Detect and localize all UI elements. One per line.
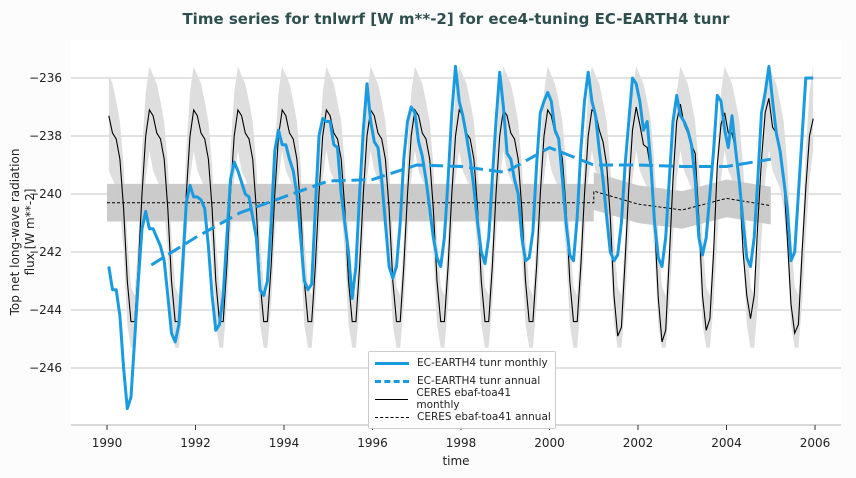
- x-tick-label: 2000: [534, 436, 565, 450]
- legend-item-model-annual: EC-EARTH4 tunr annual: [369, 372, 555, 390]
- ceres-annual-line: [107, 190, 771, 211]
- x-tick-label: 1992: [180, 436, 211, 450]
- x-tick-label: 1998: [446, 436, 477, 450]
- y-ticks: −236 −238 −240 −242 −244 −246: [29, 71, 62, 375]
- legend-item-ceres-monthly: CERES ebaf-toa41 monthly: [369, 387, 555, 411]
- y-tick-label: −236: [29, 71, 62, 85]
- x-tick-label: 1996: [357, 436, 388, 450]
- legend-label: CERES ebaf-toa41 monthly: [416, 387, 512, 411]
- x-tick-label: 1990: [92, 436, 123, 450]
- y-tick-label: −242: [29, 245, 62, 259]
- y-tick-label: −240: [29, 187, 62, 201]
- y-tick-label: −246: [29, 361, 62, 375]
- legend-label: EC-EARTH4 tunr annual: [417, 375, 541, 387]
- legend-swatch: [375, 416, 409, 418]
- series-lines: [107, 64, 814, 411]
- ceres-monthly-range-band: [108, 66, 814, 348]
- chart-title: Time series for tnlwrf [W m**-2] for ece…: [182, 10, 730, 28]
- x-tick-label: 2004: [711, 436, 742, 450]
- x-tick-label: 2002: [623, 436, 654, 450]
- model-annual-line: [150, 145, 772, 267]
- legend-swatch: [375, 379, 409, 383]
- y-tick-label: −244: [29, 303, 62, 317]
- x-axis-label: time: [442, 454, 469, 468]
- legend-label: EC-EARTH4 tunr monthly: [417, 357, 548, 369]
- model-monthly-line: [107, 64, 814, 411]
- x-tick-label: 1994: [269, 436, 300, 450]
- legend-label: CERES ebaf-toa41 annual: [417, 411, 551, 423]
- x-ticks: 1990 1992 1994 1996 1998 2000 2002 2004 2006: [92, 425, 831, 450]
- y-axis-label: Top net long-wave radiationflux [W m**-2…: [8, 149, 37, 317]
- legend-item-model-monthly: EC-EARTH4 tunr monthly: [369, 354, 555, 372]
- legend-swatch: [375, 361, 409, 365]
- y-tick-label: −238: [29, 129, 62, 143]
- legend-item-ceres-annual: CERES ebaf-toa41 annual: [369, 408, 555, 426]
- legend-swatch: [375, 398, 409, 400]
- x-tick-label: 2006: [800, 436, 831, 450]
- legend: EC-EARTH4 tunr monthly EC-EARTH4 tunr an…: [368, 351, 556, 429]
